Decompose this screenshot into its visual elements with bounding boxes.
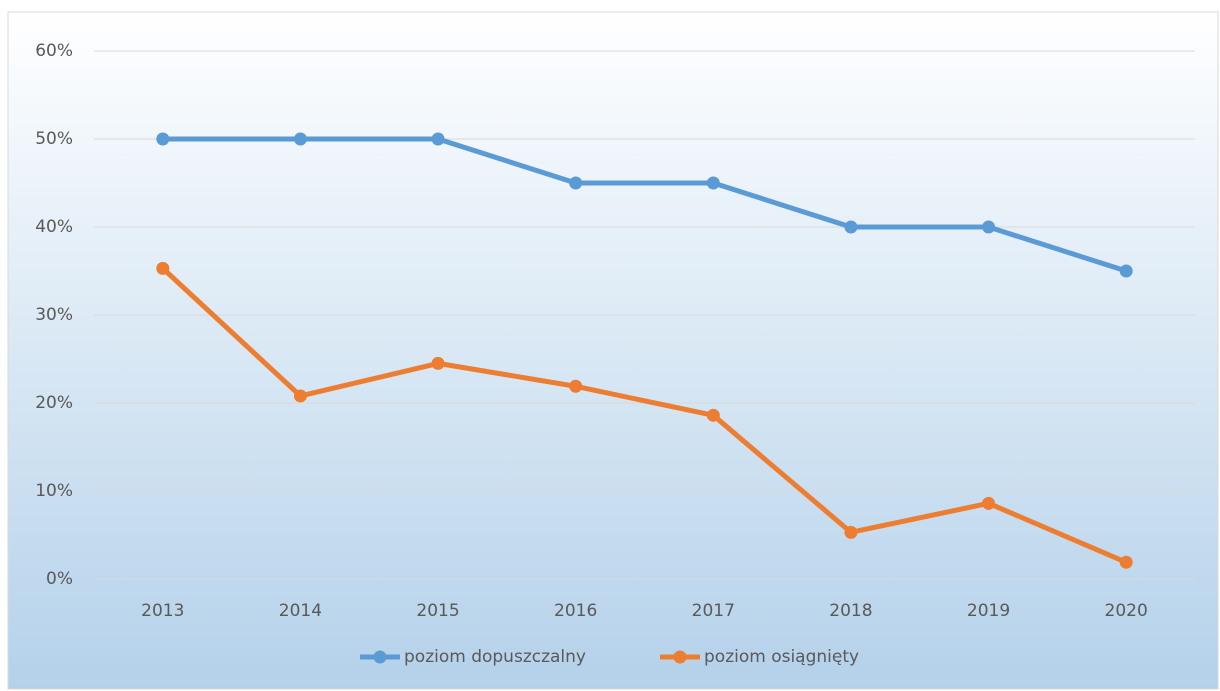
point-marker [1119, 555, 1133, 569]
x-tick-label: 2020 [1105, 601, 1148, 621]
series-line [160, 265, 1129, 565]
x-tick-label: 2013 [141, 601, 184, 621]
y-tick-label: 30% [35, 305, 73, 325]
point-marker [982, 496, 996, 510]
point-marker [844, 525, 858, 539]
y-tick-label: 10% [35, 481, 73, 501]
chart-area [7, 11, 1219, 690]
point-marker [1119, 264, 1133, 278]
point-marker [982, 220, 996, 234]
y-tick-label: 50% [35, 129, 73, 149]
y-tick-label: 0% [46, 569, 73, 589]
point-marker [431, 356, 445, 370]
x-tick-label: 2017 [692, 601, 735, 621]
x-tick-label: 2014 [279, 601, 322, 621]
point-marker [569, 379, 583, 393]
y-tick-label: 40% [35, 217, 73, 237]
point-marker [844, 220, 858, 234]
legend-marker [373, 650, 387, 664]
legend-label: poziom osiągnięty [704, 647, 859, 667]
y-tick-label: 20% [35, 393, 73, 413]
point-marker [156, 261, 170, 275]
point-marker [431, 132, 445, 146]
x-tick-label: 2018 [829, 601, 872, 621]
point-marker [156, 132, 170, 146]
x-tick-label: 2015 [416, 601, 459, 621]
point-marker [293, 132, 307, 146]
point-marker [569, 176, 583, 190]
y-tick-label: 60% [35, 41, 73, 61]
x-tick-label: 2016 [554, 601, 597, 621]
point-marker [706, 408, 720, 422]
point-marker [293, 389, 307, 403]
x-tick-label: 2019 [967, 601, 1010, 621]
series-line [160, 136, 1129, 274]
legend-marker [673, 650, 687, 664]
point-marker [706, 176, 720, 190]
legend-label: poziom dopuszczalny [404, 647, 586, 667]
